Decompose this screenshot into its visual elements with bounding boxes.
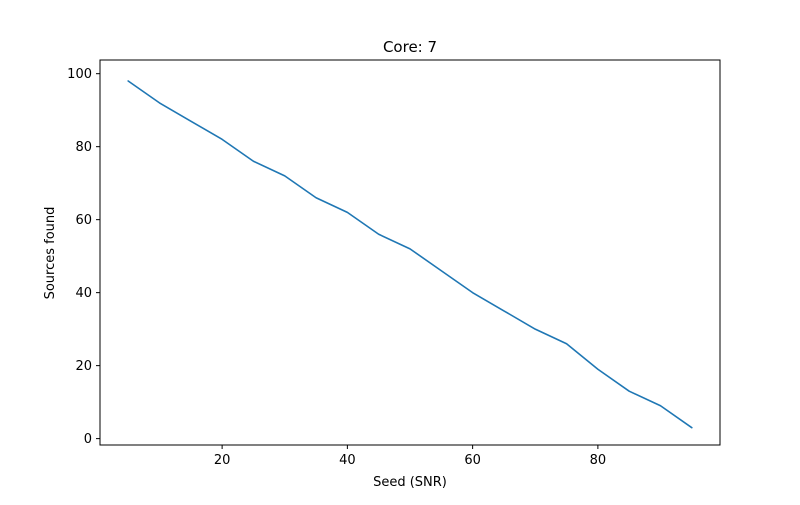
y-tick-label: 40	[75, 286, 92, 301]
series-line	[127, 80, 693, 429]
x-tick-label: 20	[214, 453, 231, 468]
y-axis-label: Sources found	[43, 207, 58, 300]
y-tick-label: 80	[75, 140, 92, 155]
x-tick-label: 80	[590, 453, 607, 468]
y-tick-label: 100	[67, 67, 92, 82]
x-axis-label: Seed (SNR)	[373, 475, 447, 490]
plot-area: 20 40 60 80 0 20 40 60 80 100	[67, 59, 721, 468]
chart-title: Core: 7	[383, 38, 437, 56]
y-tick-label: 0	[84, 432, 92, 447]
x-tick-label: 60	[464, 453, 481, 468]
y-tick-label: 60	[75, 213, 92, 228]
x-tick-label: 40	[339, 453, 356, 468]
y-tick-label: 20	[75, 359, 92, 374]
axes-frame	[99, 59, 721, 446]
